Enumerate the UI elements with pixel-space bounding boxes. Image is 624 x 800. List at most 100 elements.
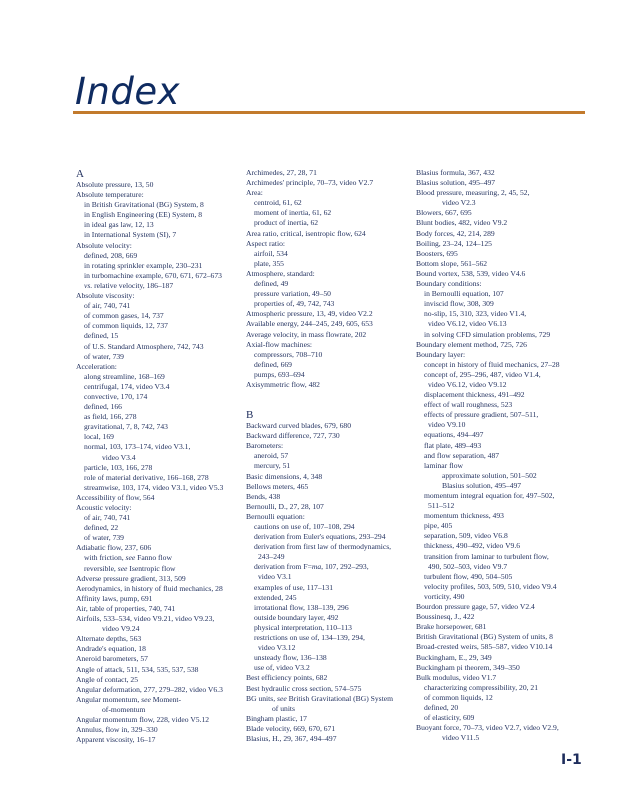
- entry-text: Adverse pressure gradient, 313, 509: [76, 573, 186, 583]
- entry-text: video V11.5: [442, 733, 480, 743]
- index-subentry: reversible, see Isentropic flow: [76, 564, 223, 574]
- index-entry: Angular momentum, see Moment-: [76, 695, 223, 705]
- index-entry: Absolute viscosity:: [76, 291, 223, 301]
- index-subentry: concept of, 295–296, 487, video V1.4,: [416, 370, 560, 380]
- entry-text: Bernoulli equation:: [246, 511, 305, 521]
- entry-text: Annulus, flow in, 329–330: [76, 725, 158, 735]
- entry-text: Boosters, 695: [416, 248, 458, 258]
- entry-text: defined, 208, 669: [84, 250, 138, 260]
- entry-text: inviscid flow, 308, 309: [424, 299, 494, 309]
- index-entry: Bourdon pressure gage, 57, video V2.4: [416, 602, 560, 612]
- entry-text: of water, 739: [84, 533, 124, 543]
- entry-text: Adiabatic flow, 237, 606: [76, 543, 152, 553]
- index-entry: Best efficiency points, 682: [246, 673, 393, 683]
- italic-term: ma: [311, 562, 322, 572]
- index-subentry: momentum thickness, 493: [416, 511, 560, 521]
- entry-text: Axial-flow machines:: [246, 339, 313, 349]
- entry-text: as field, 166, 278: [84, 412, 137, 422]
- entry-text: of common gases, 14, 737: [84, 311, 164, 321]
- index-subentry: defined, 166: [76, 402, 223, 412]
- index-subentry: effects of pressure gradient, 507–511,: [416, 410, 560, 420]
- entry-text: particle, 103, 166, 278: [84, 462, 153, 472]
- entry-text: Aerodynamics, in history of fluid mechan…: [76, 583, 223, 593]
- entry-text: convective, 170, 174: [84, 391, 148, 401]
- entry-text: Absolute viscosity:: [76, 291, 135, 301]
- index-entry: Acoustic velocity:: [76, 503, 223, 513]
- index-subentry: convective, 170, 174: [76, 392, 223, 402]
- index-subentry: extended, 245: [246, 593, 393, 603]
- index-entry: Buckingham pi theorem, 349–350: [416, 663, 560, 673]
- entry-text: compressors, 708–710: [254, 349, 323, 359]
- entry-text: Blasius solution, 495–497: [416, 178, 496, 188]
- index-subentry: use of, video V3.2: [246, 663, 393, 673]
- entry-text: Boundary element method, 725, 726: [416, 339, 527, 349]
- index-entry: Bingham plastic, 17: [246, 714, 393, 724]
- index-subentry: examples of use, 117–131: [246, 583, 393, 593]
- entry-text: Available energy, 244–245, 249, 605, 653: [246, 319, 373, 329]
- index-subentry: in British Gravitational (BG) System, 8: [76, 200, 223, 210]
- index-subentry: in solving CFD simulation problems, 729: [416, 330, 560, 340]
- entry-text: Angular momentum,: [76, 694, 142, 704]
- entry-text: Boussinesq, J., 422: [416, 612, 475, 622]
- index-column-2: Archimedes, 27, 28, 71 Archimedes' princi…: [246, 168, 393, 744]
- index-subentry: in International System (SI), 7: [76, 230, 223, 240]
- index-entry: Area ratio, critical, isentropic flow, 6…: [246, 229, 393, 239]
- index-subentry: centrifugal, 174, video V3.4: [76, 382, 223, 392]
- index-subentry: velocity profiles, 503, 509, 510, video …: [416, 582, 560, 592]
- entry-text: Acoustic velocity:: [76, 503, 132, 512]
- index-subentry: particle, 103, 166, 278: [76, 463, 223, 473]
- index-subentry: airfoil, 534: [246, 249, 393, 259]
- entry-text: British Gravitational (BG) System: [286, 693, 394, 703]
- entry-text: Bottom slope, 561–562: [416, 258, 488, 268]
- index-subentry: in Bernoulli equation, 107: [416, 289, 560, 299]
- index-entry: Best hydraulic cross section, 574–575: [246, 684, 393, 694]
- entry-text: Blood pressure, measuring, 2, 45, 52,: [416, 188, 530, 198]
- index-entry: Andrade's equation, 18: [76, 644, 223, 654]
- index-entry: Archimedes, 27, 28, 71: [246, 168, 393, 178]
- entry-text: Buckingham, E., 29, 349: [416, 652, 492, 662]
- entry-text: video V2.3: [442, 198, 476, 208]
- entry-text: of air, 740, 741: [84, 513, 131, 523]
- entry-text: derivation from Euler's equations, 293–2…: [254, 532, 386, 542]
- index-subentry: 490, 502–503, video V9.7: [416, 562, 560, 572]
- index-subentry: defined, 669: [246, 360, 393, 370]
- index-entry: Aneroid barometers, 57: [76, 654, 223, 664]
- index-entry: Brake horsepower, 681: [416, 622, 560, 632]
- entry-text: mercury, 51: [254, 461, 291, 471]
- index-subentry: separation, 509, video V6.8: [416, 531, 560, 541]
- index-subentry: local, 169: [76, 432, 223, 442]
- index-entry: Average velocity, in mass flowrate, 202: [246, 330, 393, 340]
- entry-text: British Gravitational (BG) System of uni…: [416, 632, 553, 642]
- entry-text: approximate solution, 501–502: [442, 470, 537, 480]
- entry-text: centrifugal, 174, video V3.4: [84, 381, 170, 391]
- index-subentry: of air, 740, 741: [76, 513, 223, 523]
- entry-text: local, 169: [84, 432, 114, 442]
- index-subentry: in ideal gas law, 12, 13: [76, 220, 223, 230]
- entry-text: effect of wall roughness, 523: [424, 400, 513, 410]
- index-subentry: role of material derivative, 166–168, 27…: [76, 473, 223, 483]
- index-entry: Bernoulli, D., 27, 28, 107: [246, 502, 393, 512]
- index-subentry: defined, 22: [76, 523, 223, 533]
- index-entry: Blunt bodies, 482, video V9.2: [416, 218, 560, 228]
- index-subentry: laminar flow: [416, 461, 560, 471]
- entry-text: BG units,: [246, 693, 278, 703]
- entry-text: Air, table of properties, 740, 741: [76, 603, 176, 613]
- index-subentry: vorticity, 490: [416, 592, 560, 602]
- index-entry: Blasius, H., 29, 367, 494–497: [246, 734, 393, 744]
- index-subentry: thickness, 490–492, video V9.6: [416, 541, 560, 551]
- entry-text: Alternate depths, 563: [76, 634, 142, 644]
- index-entry: Adiabatic flow, 237, 606: [76, 543, 223, 553]
- index-subentry: approximate solution, 501–502: [416, 471, 560, 481]
- index-subentry: characterizing compressibility, 20, 21: [416, 683, 560, 693]
- entry-text: relative velocity, 186–187: [92, 280, 174, 290]
- entry-text: and flow separation, 487: [424, 450, 500, 460]
- entry-text: vorticity, 490: [424, 591, 465, 601]
- index-entry: Bottom slope, 561–562: [416, 259, 560, 269]
- index-subentry: turbulent flow, 490, 504–505: [416, 572, 560, 582]
- index-entry: Aspect ratio:: [246, 239, 393, 249]
- index-subentry: video V3.4: [76, 453, 223, 463]
- entry-text: Andrade's equation, 18: [76, 644, 146, 654]
- entry-text: extended, 245: [254, 592, 297, 602]
- index-subentry: 243–249: [246, 552, 393, 562]
- index-entry: Body forces, 42, 214, 289: [416, 229, 560, 239]
